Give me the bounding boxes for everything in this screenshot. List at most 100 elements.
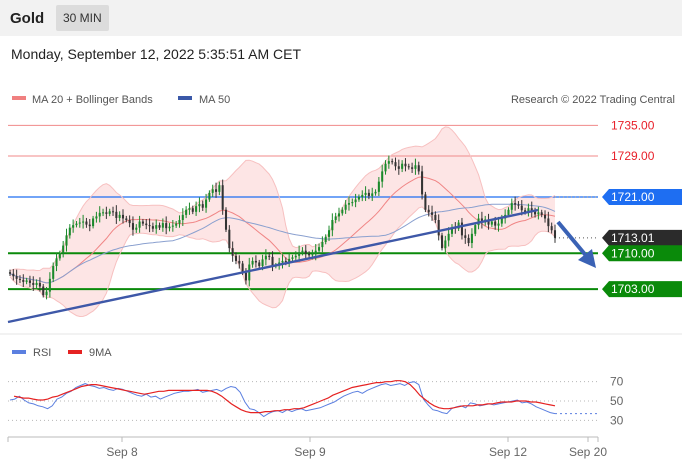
candle — [254, 255, 257, 268]
candle — [208, 190, 211, 202]
candle — [78, 217, 81, 228]
candle — [308, 251, 311, 258]
candle — [102, 208, 105, 217]
candle — [128, 215, 131, 228]
candle — [191, 205, 194, 215]
candle — [271, 251, 274, 272]
candle — [411, 162, 414, 173]
level-tag-bg — [602, 281, 682, 298]
candle — [437, 214, 440, 241]
candle — [125, 215, 128, 223]
candle — [121, 209, 125, 224]
candles — [8, 155, 557, 300]
time-tick-label: Sep 12 — [489, 445, 527, 459]
legend-9ma-swatch — [68, 350, 82, 354]
candle — [135, 224, 138, 233]
candle — [347, 196, 350, 211]
candle — [371, 187, 374, 202]
header-bar: Gold 30 MIN — [0, 0, 682, 36]
time-axis: Sep 8 Sep 9 Sep 12 Sep 20 — [7, 436, 607, 459]
candle — [205, 193, 208, 213]
level-tag-1710.00: 1710.00 — [602, 245, 682, 262]
candle — [547, 211, 550, 233]
candle — [228, 225, 231, 253]
candle — [62, 240, 65, 258]
candle — [407, 163, 410, 170]
candle — [238, 255, 241, 269]
candle — [327, 225, 331, 242]
copyright-text: Research © 2022 Trading Central — [511, 94, 675, 106]
candle — [321, 236, 324, 253]
candle — [251, 257, 254, 268]
candle — [115, 205, 118, 224]
candle — [334, 212, 337, 224]
candle — [168, 223, 171, 232]
candle — [394, 157, 397, 171]
time-tick-label: Sep 8 — [106, 445, 138, 459]
candle — [337, 207, 341, 222]
candle — [377, 177, 380, 197]
candle — [215, 182, 218, 198]
candle — [288, 253, 291, 268]
candle — [391, 158, 394, 165]
candle — [540, 209, 543, 218]
candle — [431, 205, 434, 221]
candle — [72, 219, 75, 233]
candle — [234, 252, 238, 265]
candle — [138, 215, 141, 233]
candle — [361, 190, 364, 202]
candle — [111, 206, 115, 216]
candle — [28, 275, 31, 288]
candle — [175, 221, 178, 228]
candle — [470, 228, 473, 249]
candle — [440, 232, 444, 251]
candle — [82, 214, 85, 229]
candle — [211, 184, 214, 198]
candle — [517, 201, 520, 209]
trendline-and-arrow — [7, 208, 596, 324]
candle — [98, 206, 101, 223]
candle — [141, 218, 144, 226]
candle — [427, 205, 430, 217]
candle — [95, 211, 98, 223]
candle — [264, 249, 267, 266]
candle — [131, 216, 134, 236]
candle — [8, 269, 12, 277]
ma50-line — [9, 203, 556, 284]
level-tag-bg — [602, 229, 682, 246]
candle — [195, 201, 198, 216]
rsi-tick-50: 50 — [610, 394, 624, 408]
candle — [417, 161, 420, 175]
candle — [301, 247, 304, 256]
bollinger-band-area — [10, 126, 555, 317]
candle — [510, 198, 513, 214]
candle — [331, 213, 334, 237]
candle — [480, 211, 483, 229]
level-label-1713.01: 1713.01 — [611, 231, 655, 245]
rsi-tick-30: 30 — [610, 413, 624, 427]
candle — [65, 228, 68, 252]
candle — [304, 245, 307, 259]
timeframe-button[interactable]: 30 MIN — [56, 5, 109, 31]
candle — [155, 219, 158, 234]
candle — [424, 191, 427, 213]
candle — [384, 160, 387, 175]
time-tick-label: Sep 9 — [294, 445, 326, 459]
candle — [198, 197, 201, 213]
level-label-1710.00: 1710.00 — [611, 246, 655, 260]
candle — [105, 206, 108, 219]
candle — [544, 210, 547, 223]
legend-bb-swatch — [12, 96, 26, 100]
candle — [354, 193, 357, 208]
candle — [221, 179, 224, 215]
candle — [35, 279, 38, 289]
candle — [374, 189, 377, 196]
candle — [185, 206, 188, 219]
level-tag-1703.00: 1703.00 — [602, 281, 682, 298]
price-level-labels: 1735.00 1729.00 1721.00 1713.01 1703.00 1710.… — [602, 118, 682, 298]
candle — [387, 155, 390, 169]
date-line: Monday, September 12, 2022 5:35:51 AM CE… — [11, 46, 302, 62]
level-tag-1721.00: 1721.00 — [602, 188, 682, 205]
candle — [18, 275, 21, 284]
candle — [32, 276, 35, 291]
